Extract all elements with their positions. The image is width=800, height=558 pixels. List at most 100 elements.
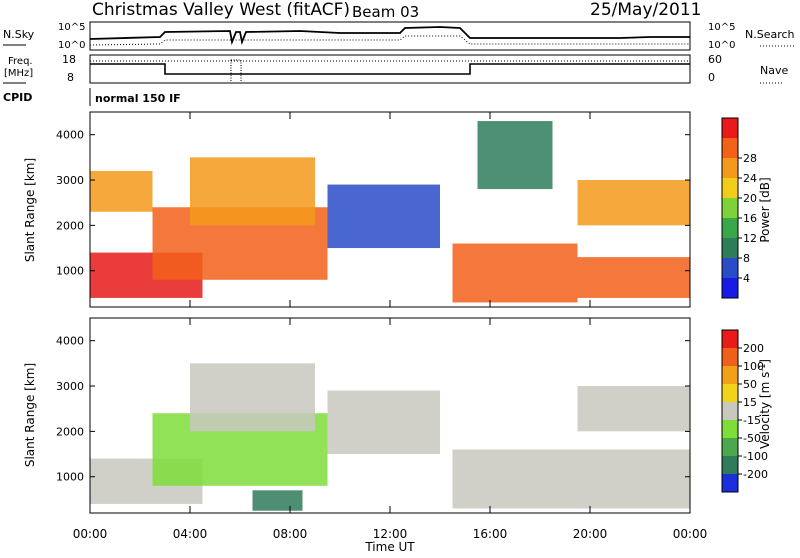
power-colorbar-label: Power [dB] <box>758 177 772 242</box>
colorbar-tick-label: 28 <box>743 152 757 165</box>
xtick-label: 08:00 <box>273 527 308 541</box>
beam-title: Beam 03 <box>352 3 419 21</box>
ytick-label: 4000 <box>56 129 84 142</box>
velocity-colorbar-label-close: ] <box>758 359 772 364</box>
x-axis: 00:00 04:00 08:00 12:00 16:00 20:00 00:00 <box>73 112 708 541</box>
colorbar-segment <box>722 384 738 402</box>
colorbar-segment <box>722 178 738 198</box>
colorbar-segment <box>722 158 738 178</box>
noise-panel: N.Sky 10^5 10^0 10^5 10^0 N.Search <box>3 21 796 51</box>
power-yticks: 1000 2000 3000 4000 <box>56 129 690 278</box>
xtick-label: 00:00 <box>673 527 708 541</box>
power-ylabel: Slant Range [km] <box>23 158 37 262</box>
nsky-trace <box>89 26 690 46</box>
scatter-band-5 <box>452 243 578 303</box>
colorbar-tick-label: 15 <box>743 396 757 409</box>
scatter-band-4 <box>327 184 440 249</box>
colorbar-segment <box>722 438 738 456</box>
ytick-label: 2000 <box>56 425 84 438</box>
colorbar-tick-label: 20 <box>743 192 757 205</box>
cpid-value: normal 150 IF <box>95 92 181 105</box>
ytick-label: 2000 <box>56 219 84 232</box>
freq-label-line1: Freq. <box>8 56 33 67</box>
freq-tick-top: 18 <box>62 53 76 66</box>
x-axis-label: Time UT <box>364 540 415 554</box>
ytick-label: 3000 <box>56 380 84 393</box>
xtick-label: 00:00 <box>73 527 108 541</box>
scatter-band-5 <box>577 386 690 432</box>
scatter-band-3 <box>90 170 153 212</box>
power-colorbar: 4 8 12 16 20 24 28 <box>721 117 757 299</box>
velocity-ylabel: Slant Range [km] <box>23 363 37 467</box>
colorbar-segment <box>722 402 738 420</box>
colorbar-segment <box>722 348 738 366</box>
scatter-band-3 <box>327 390 440 455</box>
colorbar-segment <box>722 218 738 238</box>
nsearch-label: N.Search <box>745 28 795 41</box>
colorbar-segment <box>722 456 738 474</box>
colorbar-tick-label: -200 <box>743 468 768 481</box>
frequency-trace <box>90 63 690 75</box>
xtick-label: 04:00 <box>173 527 208 541</box>
nave-label: Nave <box>760 64 788 77</box>
nave-tick-top: 60 <box>708 53 722 66</box>
ytick-label: 1000 <box>56 265 84 278</box>
ytick-label: 1000 <box>56 471 84 484</box>
colorbar-tick-label: -100 <box>743 450 768 463</box>
colorbar-tick-label: 200 <box>743 342 764 355</box>
scatter-band-7 <box>577 180 690 226</box>
xtick-label: 16:00 <box>473 527 508 541</box>
colorbar-frame <box>721 117 739 299</box>
ytick-label: 3000 <box>56 174 84 187</box>
colorbar-segment <box>722 198 738 218</box>
noise-tick-bottom-right: 10^0 <box>708 40 735 51</box>
frequency-panel-frame <box>89 54 691 84</box>
cpid-label: CPID <box>3 91 32 104</box>
colorbar-tick-label: -15 <box>743 414 761 427</box>
colorbar-segment <box>722 238 738 258</box>
freq-tick-bottom: 8 <box>67 71 74 84</box>
noise-tick-top-left: 10^5 <box>58 22 85 33</box>
frequency-gap-marker <box>230 59 242 84</box>
colorbar-segment <box>722 366 738 384</box>
date-title: 25/May/2011 <box>590 0 702 20</box>
colorbar-tick-label: -50 <box>743 432 761 445</box>
colorbar-frame <box>721 329 739 493</box>
nave-tick-bottom: 0 <box>708 71 715 84</box>
colorbar-tick-label: 4 <box>743 272 750 285</box>
velocity-yticks: 1000 2000 3000 4000 <box>56 335 690 484</box>
scatter-band-8 <box>477 121 553 190</box>
xtick-label: 12:00 <box>373 527 408 541</box>
colorbar-segment <box>722 278 738 298</box>
velocity-bands <box>90 363 690 511</box>
colorbar-tick-label: 12 <box>743 232 757 245</box>
velocity-colorbar-label-sup: -1 <box>758 364 767 372</box>
colorbar-segment <box>722 420 738 438</box>
velocity-colorbar: 200 100 50 15 -15 -50 -100 -200 <box>721 329 768 493</box>
power-panel: 1000 2000 3000 4000 Slant Range [km] <box>23 111 691 308</box>
station-title: Christmas Valley West (fitACF) <box>92 0 350 20</box>
velocity-colorbar-label-main: Velocity [m s <box>758 372 772 449</box>
nsearch-trace <box>89 35 690 46</box>
scatter-band-2 <box>190 363 315 432</box>
ytick-label: 4000 <box>56 335 84 348</box>
frequency-panel: Freq. [MHz] 18 8 60 0 Nave <box>3 53 788 84</box>
velocity-colorbar-label: Velocity [m s-1] <box>758 359 772 449</box>
scatter-band-4 <box>452 449 690 509</box>
velocity-panel: 1000 2000 3000 4000 Slant Range [km] <box>23 317 691 514</box>
scatter-band-6 <box>252 490 303 511</box>
colorbar-tick-label: 8 <box>743 252 750 265</box>
scatter-band-2 <box>190 157 315 226</box>
freq-label-line2: [MHz] <box>4 68 33 79</box>
colorbar-tick-label: 16 <box>743 212 757 225</box>
colorbar-segment <box>722 474 738 492</box>
scatter-band-6 <box>577 257 690 298</box>
noise-panel-frame <box>89 21 691 51</box>
nsky-label: N.Sky <box>3 28 35 41</box>
colorbar-tick-label: 50 <box>743 378 757 391</box>
noise-tick-bottom-left: 10^0 <box>58 40 85 51</box>
noise-tick-top-right: 10^5 <box>708 22 735 33</box>
xtick-label: 20:00 <box>573 527 608 541</box>
colorbar-tick-label: 100 <box>743 360 764 373</box>
